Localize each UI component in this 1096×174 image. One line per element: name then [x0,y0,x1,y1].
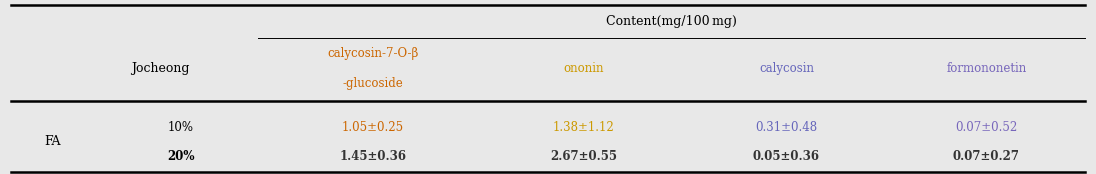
Text: 1.45±0.36: 1.45±0.36 [339,150,407,163]
Text: 0.07±0.27: 0.07±0.27 [952,150,1020,163]
Text: 0.31±0.48: 0.31±0.48 [755,121,818,133]
Text: ononin: ononin [563,62,604,75]
Text: 0.07±0.52: 0.07±0.52 [956,121,1017,133]
Text: 20%: 20% [167,150,195,163]
Text: 10%: 10% [168,121,194,133]
Text: 1.05±0.25: 1.05±0.25 [342,121,403,133]
Text: Jocheong: Jocheong [132,62,190,75]
Text: FA: FA [44,135,60,148]
Text: 1.38±1.12: 1.38±1.12 [552,121,615,133]
Text: formononetin: formononetin [946,62,1027,75]
Text: Content(mg/100 mg): Content(mg/100 mg) [606,15,737,28]
Text: -glucoside: -glucoside [342,77,403,90]
Text: 0.05±0.36: 0.05±0.36 [753,150,820,163]
Text: 2.67±0.55: 2.67±0.55 [550,150,617,163]
Text: calycosin-7-O-β: calycosin-7-O-β [327,48,419,60]
Text: calycosin: calycosin [758,62,814,75]
